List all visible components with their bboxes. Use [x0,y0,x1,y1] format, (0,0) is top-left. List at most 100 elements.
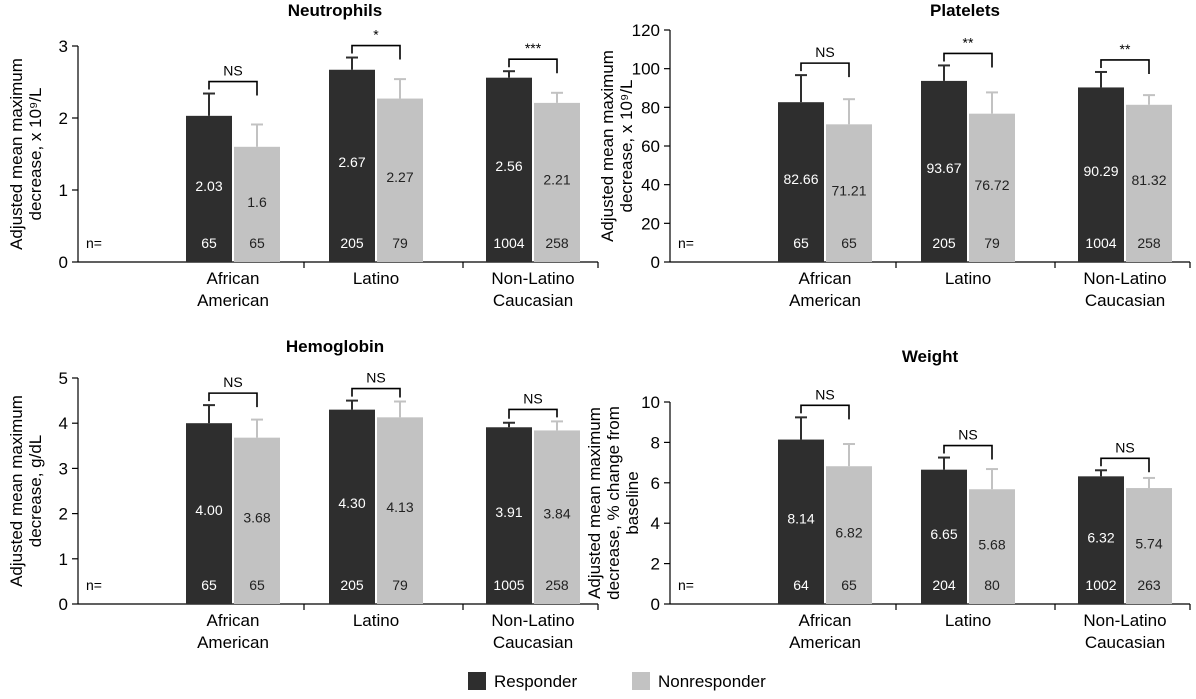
significance-label: NS [223,63,242,79]
significance-label: NS [223,374,242,390]
y-tick-label: 5 [59,369,68,388]
y-axis-label: decrease, x 10⁹/L [26,88,45,221]
n-value-label: 258 [545,577,569,593]
significance-label: NS [523,390,542,406]
bar-nonresponder [969,489,1015,604]
y-tick-label: 120 [632,21,660,40]
significance-label: * [373,27,379,43]
x-category-label: Non-Latino [491,611,574,630]
y-tick-label: 2 [59,505,68,524]
bar-nonresponder [826,124,872,262]
data-label: 71.21 [831,182,866,198]
n-value-label: 64 [793,577,809,593]
data-label: 2.03 [195,178,222,194]
x-category-label: Caucasian [1085,291,1165,310]
y-tick-label: 2 [59,109,68,128]
significance-bracket [1100,457,1150,473]
bar-nonresponder [234,146,280,262]
n-value-label: 1005 [493,577,524,593]
n-prefix-label: n= [86,577,102,593]
x-category-label: Caucasian [493,633,573,652]
n-prefix-label: n= [678,577,694,593]
data-label: 2.27 [386,169,413,185]
y-tick-label: 8 [651,433,660,452]
data-label: 3.84 [543,506,570,522]
bar-responder [921,469,967,604]
x-category-label: African [799,269,852,288]
y-tick-label: 20 [641,214,660,233]
x-category-label: Latino [945,611,991,630]
y-axis-label: decrease, % change from [604,406,623,600]
y-tick-label: 0 [59,253,68,272]
legend-label: Nonresponder [658,672,766,691]
significance-bracket [508,58,558,74]
y-tick-label: 10 [641,393,660,412]
n-value-label: 65 [249,235,265,251]
x-category-label: African [207,269,260,288]
x-category-label: American [789,633,861,652]
n-value-label: 79 [392,577,408,593]
data-label: 3.91 [495,504,522,520]
y-tick-label: 3 [59,459,68,478]
n-value-label: 65 [841,235,857,251]
data-label: 6.32 [1087,530,1114,546]
data-label: 2.56 [495,158,522,174]
x-category-label: Non-Latino [491,269,574,288]
n-value-label: 258 [545,235,569,251]
significance-bracket [800,62,850,78]
n-value-label: 80 [984,577,1000,593]
bar-nonresponder [234,437,280,604]
n-value-label: 65 [793,235,809,251]
data-label: 2.67 [338,154,365,170]
y-axis-label: baseline [623,471,642,534]
significance-bracket [208,392,258,408]
chart-panel-hemoglobin: Hemoglobin Adjusted mean maximum decrease,… [7,337,599,652]
y-axis-label: decrease, x 10⁹/L [617,80,636,213]
bar-responder [186,423,232,604]
significance-bracket [351,44,401,60]
bar-nonresponder [377,98,423,262]
n-value-label: 1004 [1085,235,1116,251]
y-axis-label: decrease, g/dL [26,435,45,547]
x-category-label: Latino [945,269,991,288]
y-tick-label: 0 [651,253,660,272]
significance-bracket [351,387,401,398]
bar-responder [329,69,375,262]
data-label: 6.82 [835,524,862,540]
y-tick-label: 2 [651,555,660,574]
significance-label: NS [815,44,834,60]
n-value-label: 79 [984,235,1000,251]
chart-title: Neutrophils [288,1,382,20]
significance-bracket [1100,59,1150,74]
chart-panel-platelets: Platelets Adjusted mean maximum decrease, … [598,1,1191,310]
x-category-label: American [197,633,269,652]
n-value-label: 79 [392,235,408,251]
y-tick-label: 0 [59,595,68,614]
bar-nonresponder [534,102,580,262]
chart-title: Hemoglobin [286,337,384,356]
n-value-label: 65 [201,577,217,593]
data-label: 82.66 [783,171,818,187]
data-label: 3.68 [243,510,270,526]
significance-label: ** [963,34,974,50]
y-axis-label: Adjusted mean maximum [7,58,26,250]
significance-label: *** [525,40,542,56]
data-label: 93.67 [926,160,961,176]
y-tick-label: 1 [59,550,68,569]
bar-nonresponder [1126,488,1172,604]
bar-nonresponder [534,430,580,604]
legend-label: Responder [494,672,578,691]
bar-responder [186,115,232,262]
bar-responder [486,77,532,263]
bar-responder [329,409,375,604]
n-value-label: 1002 [1085,577,1116,593]
data-label: 4.13 [386,499,413,515]
y-tick-label: 0 [651,595,660,614]
x-category-label: African [207,611,260,630]
data-label: 4.30 [338,495,365,511]
y-tick-label: 1 [59,181,68,200]
n-value-label: 1004 [493,235,524,251]
bar-responder [486,427,532,604]
